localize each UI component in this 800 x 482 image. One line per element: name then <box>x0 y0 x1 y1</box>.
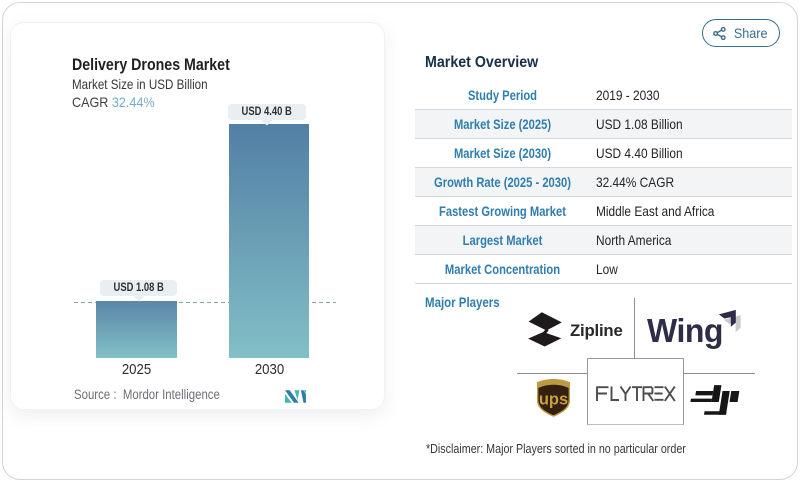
svg-text:ups: ups <box>539 391 568 409</box>
